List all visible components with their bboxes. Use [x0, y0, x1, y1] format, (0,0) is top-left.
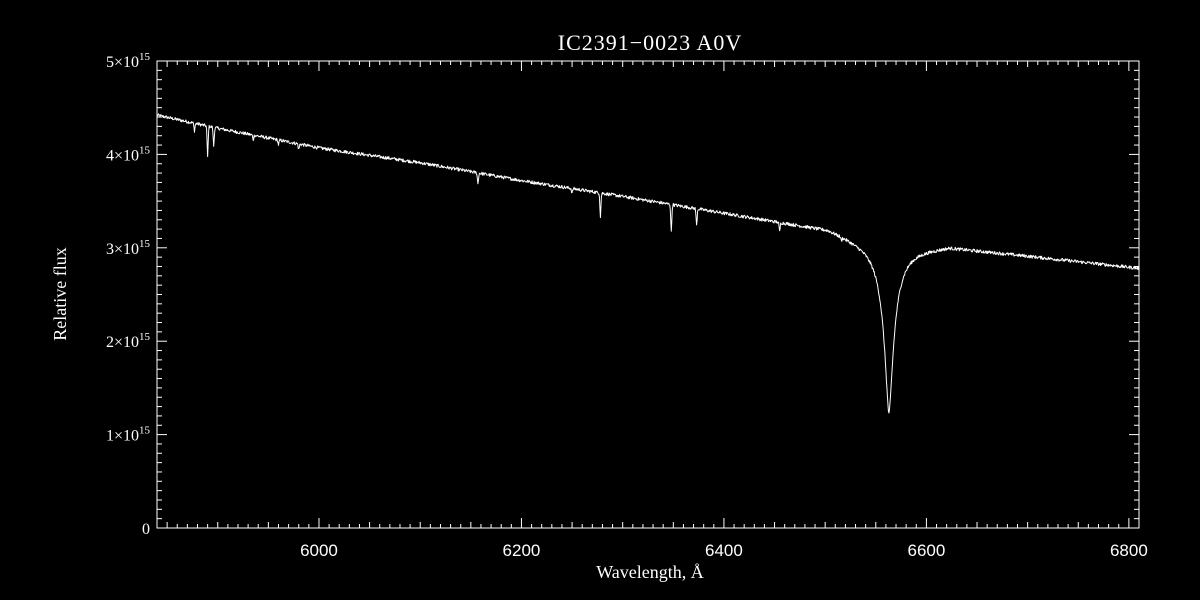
x-axis-ticks: [166, 61, 1140, 528]
x-tick-label: 6400: [705, 541, 743, 560]
x-axis-label: Wavelength, Å: [596, 562, 704, 582]
y-tick-label: 4×1015: [106, 144, 151, 164]
x-tick-label: 6800: [1110, 541, 1148, 560]
y-axis-tick-labels: 0 1×1015 2×1015 3×1015 4×1015 5×1015: [106, 51, 151, 538]
y-axis-label: Relative flux: [50, 247, 70, 340]
y-axis-ticks: [157, 60, 1139, 529]
chart-title: IC2391−0023 A0V: [558, 30, 742, 55]
y-tick-label: 3×1015: [106, 238, 151, 258]
y-tick-label: 5×1015: [106, 51, 151, 71]
y-tick-label: 1×1015: [106, 425, 151, 445]
x-tick-label: 6200: [503, 541, 541, 560]
y-tick-label: 0: [142, 521, 150, 538]
x-tick-label: 6600: [907, 541, 945, 560]
x-tick-label: 6000: [300, 541, 338, 560]
x-axis-tick-labels: 6000 6200 6400 6600 6800: [300, 541, 1148, 560]
spectrum-line: [156, 113, 1140, 414]
y-tick-label: 2×1015: [106, 331, 151, 351]
